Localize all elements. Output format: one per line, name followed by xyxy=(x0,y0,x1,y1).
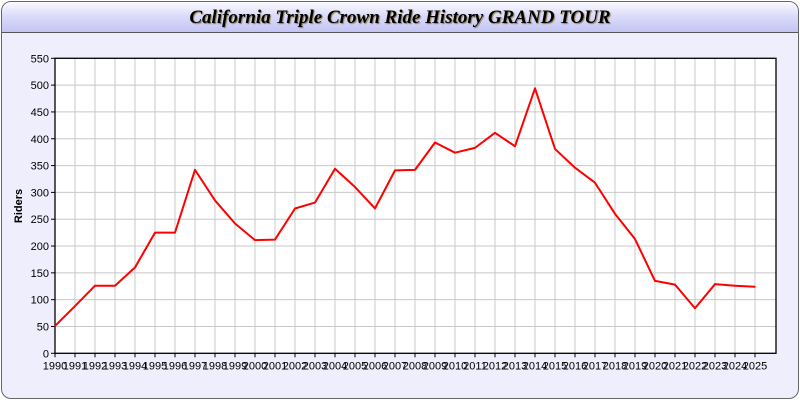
x-tick-label: 2015 xyxy=(543,360,567,372)
data-point xyxy=(134,266,136,269)
x-tick-label: 2021 xyxy=(663,360,687,372)
x-tick-label: 1993 xyxy=(103,360,127,372)
y-tick-label: 450 xyxy=(31,107,49,119)
y-axis-label: Riders xyxy=(13,189,25,223)
data-point xyxy=(734,284,736,287)
data-point xyxy=(434,141,436,144)
x-tick-label: 2002 xyxy=(283,360,307,372)
data-point xyxy=(654,280,656,282)
data-point xyxy=(594,181,596,184)
x-tick-label: 2022 xyxy=(683,360,707,372)
data-point xyxy=(494,132,496,134)
y-tick-label: 0 xyxy=(43,348,49,360)
y-tick-label: 100 xyxy=(31,295,49,307)
x-tick-label: 2023 xyxy=(703,360,727,372)
data-point xyxy=(294,207,296,210)
data-point xyxy=(614,213,616,215)
x-tick-label: 2004 xyxy=(323,360,347,372)
axes: 0501001502002503003504004505005501990199… xyxy=(31,53,777,372)
x-tick-label: 2006 xyxy=(363,360,387,372)
data-point xyxy=(154,231,156,234)
x-tick-label: 2020 xyxy=(643,360,667,372)
x-tick-label: 2003 xyxy=(303,360,327,372)
title-bar: California Triple Crown Ride History GRA… xyxy=(2,2,798,33)
data-point xyxy=(214,199,216,202)
data-point xyxy=(474,147,476,149)
data-point xyxy=(114,284,116,287)
x-tick-label: 2001 xyxy=(263,360,287,372)
series-line xyxy=(54,87,756,327)
data-point xyxy=(414,169,416,171)
data-point xyxy=(694,307,696,310)
y-tick-label: 350 xyxy=(31,161,49,173)
y-tick-label: 200 xyxy=(31,241,49,253)
data-point xyxy=(554,148,556,150)
y-tick-label: 550 xyxy=(31,53,49,65)
y-tick-label: 150 xyxy=(31,268,49,280)
data-point xyxy=(314,201,316,204)
data-point xyxy=(74,305,76,307)
x-tick-label: 1996 xyxy=(163,360,187,372)
data-point xyxy=(54,325,56,327)
data-point xyxy=(714,283,716,285)
x-tick-label: 2011 xyxy=(463,360,487,372)
data-point xyxy=(454,151,456,154)
data-point xyxy=(354,186,356,188)
plot-border xyxy=(54,57,777,354)
data-point xyxy=(234,222,236,225)
data-point xyxy=(254,239,256,241)
x-tick-label: 2012 xyxy=(483,360,507,372)
x-tick-label: 2005 xyxy=(343,360,367,372)
data-point xyxy=(514,145,516,148)
y-tick-label: 500 xyxy=(31,80,49,92)
x-tick-label: 2024 xyxy=(723,360,747,372)
data-point xyxy=(274,238,276,241)
data-point xyxy=(94,284,96,287)
x-tick-label: 1994 xyxy=(123,360,147,372)
x-tick-label: 1997 xyxy=(183,360,207,372)
x-tick-label: 2009 xyxy=(423,360,447,372)
y-tick-label: 50 xyxy=(37,321,49,333)
x-tick-label: 2014 xyxy=(523,360,547,372)
x-tick-label: 1992 xyxy=(83,360,107,372)
y-tick-label: 300 xyxy=(31,187,49,199)
series xyxy=(54,87,756,327)
data-point xyxy=(394,169,396,172)
x-tick-label: 1998 xyxy=(203,360,227,372)
data-point xyxy=(174,231,176,234)
x-tick-label: 1991 xyxy=(63,360,87,372)
x-tick-label: 2018 xyxy=(603,360,627,372)
x-tick-label: 2019 xyxy=(623,360,647,372)
x-tick-label: 2016 xyxy=(563,360,587,372)
x-tick-label: 2025 xyxy=(743,360,767,372)
x-tick-label: 1999 xyxy=(223,360,247,372)
x-tick-label: 2013 xyxy=(503,360,527,372)
y-tick-label: 400 xyxy=(31,134,49,146)
data-point xyxy=(574,166,576,169)
x-tick-label: 2008 xyxy=(403,360,427,372)
data-point xyxy=(634,238,636,240)
x-tick-label: 2010 xyxy=(443,360,467,372)
data-point xyxy=(194,169,196,171)
data-point xyxy=(674,283,676,286)
y-tick-label: 250 xyxy=(31,214,49,226)
data-point xyxy=(754,285,756,288)
data-point xyxy=(534,87,536,90)
x-tick-label: 2007 xyxy=(383,360,407,372)
x-tick-label: 1995 xyxy=(143,360,167,372)
x-tick-label: 2000 xyxy=(243,360,267,372)
x-tick-label: 1990 xyxy=(43,360,67,372)
data-point xyxy=(334,167,336,170)
data-point xyxy=(374,207,376,210)
x-tick-label: 2017 xyxy=(583,360,607,372)
chart-title: California Triple Crown Ride History GRA… xyxy=(189,7,611,28)
